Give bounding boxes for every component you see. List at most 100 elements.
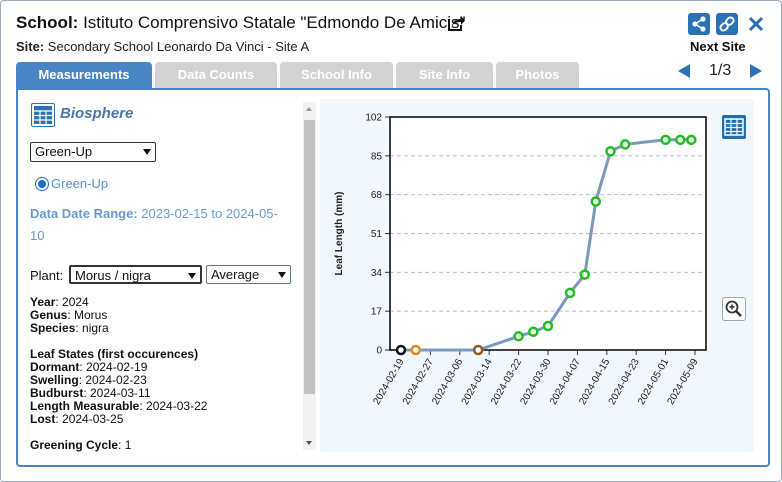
data-point	[542, 320, 554, 332]
genus-row: Genus: Morus	[30, 308, 108, 322]
green-up-radio[interactable]	[35, 177, 49, 191]
y-tick-label: 85	[371, 151, 383, 162]
link-icon	[719, 16, 735, 32]
tab-photos[interactable]: Photos	[496, 62, 579, 88]
tab-measurements[interactable]: Measurements	[16, 62, 152, 88]
series-line	[401, 138, 692, 352]
data-point	[675, 134, 686, 146]
data-date-range: Data Date Range: 2023-02-15 to 2024-05-1…	[30, 203, 292, 247]
chevron-down-icon	[278, 272, 286, 278]
link-button[interactable]	[716, 13, 738, 35]
site-line: Site: Secondary School Leonardo Da Vinci…	[16, 39, 309, 54]
data-point	[660, 134, 671, 146]
greening-cycle-row: Greening Cycle: 1	[30, 438, 132, 452]
scroll-up-arrow[interactable]	[306, 107, 312, 111]
next-site-label[interactable]: Next Site	[690, 39, 746, 54]
biosphere-table-icon[interactable]	[31, 103, 55, 127]
dormant-label: Dormant	[30, 360, 80, 374]
school-name: Istituto Comprensivo Statale "Edmondo De…	[83, 13, 466, 32]
share-button[interactable]	[688, 13, 710, 35]
data-point	[619, 139, 631, 150]
protocol-select[interactable]: Green-Up	[30, 142, 156, 162]
length-measurable-row: Length Measurable: 2024-03-22	[30, 399, 208, 413]
plant-select[interactable]: Morus / nigra	[69, 265, 202, 284]
site-label: Site:	[16, 39, 45, 54]
y-tick-label: 51	[371, 229, 383, 240]
dormant-value: 2024-02-19	[86, 360, 148, 374]
budburst-row: Budburst: 2024-03-11	[30, 386, 151, 400]
table-icon	[34, 106, 52, 124]
greening-cycle-label: Greening Cycle	[30, 438, 119, 452]
data-point	[579, 269, 590, 280]
plant-label: Plant:	[30, 268, 64, 283]
previous-site-arrow[interactable]	[678, 64, 690, 78]
budburst-value: 2024-03-11	[90, 386, 151, 400]
leaf-length-chart: 017345168851022024-02-192024-02-272024-0…	[334, 113, 707, 407]
school-label: School:	[16, 13, 79, 32]
share-out-icon[interactable]	[446, 13, 466, 33]
zoom-in-icon	[725, 300, 742, 317]
tab-site-info[interactable]: Site Info	[396, 62, 493, 88]
data-point	[395, 344, 407, 356]
species-row: Species: nigra	[30, 321, 109, 335]
species-value: nigra	[82, 321, 109, 335]
leaf-states-heading: Leaf States (first occurences)	[30, 347, 199, 361]
scrollbar-thumb[interactable]	[304, 120, 315, 394]
biosphere-title: Biosphere	[60, 105, 134, 122]
swelling-row: Swelling: 2024-02-23	[30, 373, 147, 387]
swelling-value: 2024-02-23	[85, 373, 147, 387]
green-up-radio-label: Green-Up	[51, 176, 109, 191]
lost-row: Lost: 2024-03-25	[30, 412, 124, 426]
plant-select-value: Morus / nigra	[75, 268, 151, 283]
length-measurable-label: Length Measurable	[30, 399, 140, 413]
data-point	[686, 134, 697, 146]
lost-label: Lost	[30, 412, 56, 426]
y-tick-label: 102	[365, 113, 382, 124]
y-tick-label: 0	[376, 346, 382, 357]
data-point	[590, 196, 602, 207]
share-icon	[692, 16, 706, 32]
chevron-down-icon	[188, 273, 196, 279]
length-measurable-value: 2024-03-22	[146, 399, 208, 413]
y-tick-label: 17	[371, 307, 383, 318]
budburst-label: Budburst	[30, 386, 84, 400]
y-axis-label: Leaf Length (mm)	[334, 192, 345, 276]
scroll-down-arrow[interactable]	[306, 441, 312, 445]
y-tick-label: 34	[371, 268, 383, 279]
site-name: Secondary School Leonardo Da Vinci - Sit…	[47, 39, 310, 54]
next-site-arrow[interactable]	[750, 64, 762, 78]
y-tick-label: 68	[371, 190, 383, 201]
plot-frame	[389, 116, 707, 351]
tab-school-info[interactable]: School Info	[280, 62, 393, 88]
chevron-down-icon	[143, 149, 151, 155]
zoom-button[interactable]	[722, 297, 746, 321]
data-point	[564, 287, 576, 299]
data-point	[605, 146, 616, 157]
data-point	[513, 331, 524, 342]
statistic-select[interactable]: Average	[206, 265, 291, 284]
year-value: 2024	[62, 295, 89, 309]
lost-value: 2024-03-25	[62, 412, 124, 426]
swelling-label: Swelling	[30, 373, 79, 387]
data-point	[410, 344, 421, 356]
species-label: Species	[30, 321, 76, 335]
statistic-select-value: Average	[211, 267, 260, 282]
greening-cycle-value: 1	[124, 438, 132, 452]
school-line: School: Istituto Comprensivo Statale "Ed…	[16, 13, 466, 33]
range-value: 2023-02-15 to 2024-05-10	[30, 206, 278, 243]
year-row: Year: 2024	[30, 295, 89, 309]
data-point	[472, 344, 484, 356]
year-label: Year	[30, 295, 56, 309]
genus-value: Morus	[74, 308, 108, 322]
x-tick-label: 2024-05-09	[665, 357, 700, 407]
tab-data-counts[interactable]: Data Counts	[155, 62, 277, 88]
protocol-select-value: Green-Up	[35, 144, 93, 159]
pager-indicator: 1/3	[709, 62, 732, 79]
close-icon[interactable]	[746, 14, 766, 34]
range-label: Data Date Range:	[30, 206, 138, 221]
dormant-row: Dormant: 2024-02-19	[30, 360, 148, 374]
leaf-states-title: Leaf States (first occurences)	[30, 348, 198, 361]
data-point	[528, 326, 539, 337]
chart-table-button[interactable]	[722, 115, 746, 139]
genus-label: Genus	[30, 308, 68, 322]
